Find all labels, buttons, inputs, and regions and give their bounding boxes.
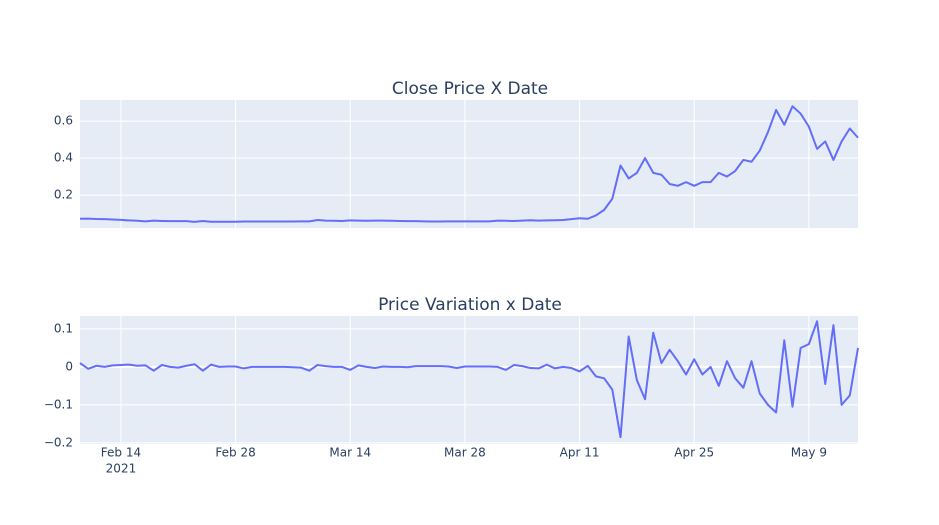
- y-tick-label: 0.2: [54, 188, 73, 202]
- y-tick-label: 0: [65, 359, 73, 373]
- x-tick-sublabel: 2021: [106, 462, 137, 476]
- y-tick-label: −0.1: [44, 397, 73, 411]
- plot-background: [80, 316, 858, 444]
- y-tick-label: −0.2: [44, 435, 73, 449]
- x-tick-label: Apr 25: [674, 446, 714, 460]
- y-tick-label: 0.6: [54, 114, 73, 128]
- chart-title: Close Price X Date: [392, 79, 548, 99]
- chart-title: Price Variation x Date: [378, 295, 562, 315]
- x-tick-label: Feb 14: [101, 446, 141, 460]
- price-line: [79, 105, 859, 223]
- y-tick-label: 0.1: [54, 321, 73, 335]
- x-tick-label: Feb 28: [215, 446, 255, 460]
- x-tick-label: Mar 14: [329, 446, 371, 460]
- x-tick-label: Mar 28: [444, 446, 486, 460]
- price-line: [79, 320, 859, 439]
- y-tick-label: 0.4: [54, 151, 73, 165]
- x-tick-label: May 9: [791, 446, 827, 460]
- x-tick-label: Apr 11: [560, 446, 600, 460]
